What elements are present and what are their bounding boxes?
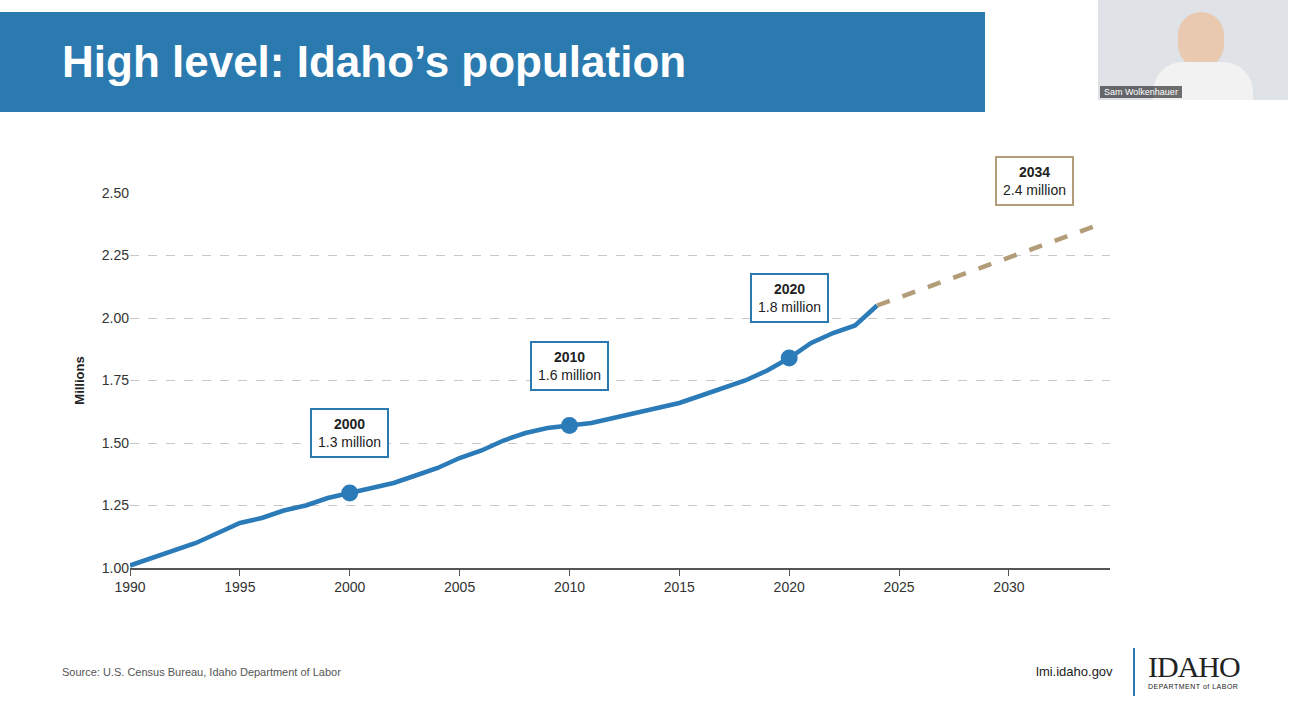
svg-text:2010: 2010 bbox=[554, 579, 585, 595]
svg-text:2.25: 2.25 bbox=[102, 247, 129, 263]
html-text:Sam Wolkenhauer: Sam Wolkenhauer bbox=[1104, 87, 1178, 97]
svg-text:2025: 2025 bbox=[883, 579, 914, 595]
html-text:Source: U.S. Census Bureau, Id: Source: U.S. Census Bureau, Idaho Depart… bbox=[62, 666, 341, 678]
svg-text:1995: 1995 bbox=[224, 579, 255, 595]
svg-text:2005: 2005 bbox=[444, 579, 475, 595]
svg-text:1990: 1990 bbox=[114, 579, 145, 595]
svg-text:20201.8 million: 20201.8 million bbox=[758, 281, 821, 315]
html-text:High level: Idaho’s population: High level: Idaho’s population bbox=[62, 37, 687, 86]
svg-text:1.50: 1.50 bbox=[102, 435, 129, 451]
svg-text:Millions: Millions bbox=[72, 356, 87, 404]
svg-text:20101.6 million: 20101.6 million bbox=[538, 349, 601, 383]
svg-text:20001.3 million: 20001.3 million bbox=[318, 416, 381, 450]
svg-text:1.25: 1.25 bbox=[102, 497, 129, 513]
html-text:IDAHO: IDAHO bbox=[1148, 650, 1240, 683]
svg-text:2.50: 2.50 bbox=[102, 185, 129, 201]
svg-text:2015: 2015 bbox=[664, 579, 695, 595]
html-text:lmi.idaho.gov: lmi.idaho.gov bbox=[1036, 664, 1113, 679]
svg-text:20342.4 million: 20342.4 million bbox=[1003, 164, 1066, 198]
svg-text:1.75: 1.75 bbox=[102, 372, 129, 388]
svg-text:2030: 2030 bbox=[993, 579, 1024, 595]
svg-text:2020: 2020 bbox=[774, 579, 805, 595]
svg-text:2000: 2000 bbox=[334, 579, 365, 595]
svg-text:2.00: 2.00 bbox=[102, 310, 129, 326]
svg-text:1.00: 1.00 bbox=[102, 560, 129, 576]
html-text:DEPARTMENT of LABOR: DEPARTMENT of LABOR bbox=[1148, 683, 1239, 690]
